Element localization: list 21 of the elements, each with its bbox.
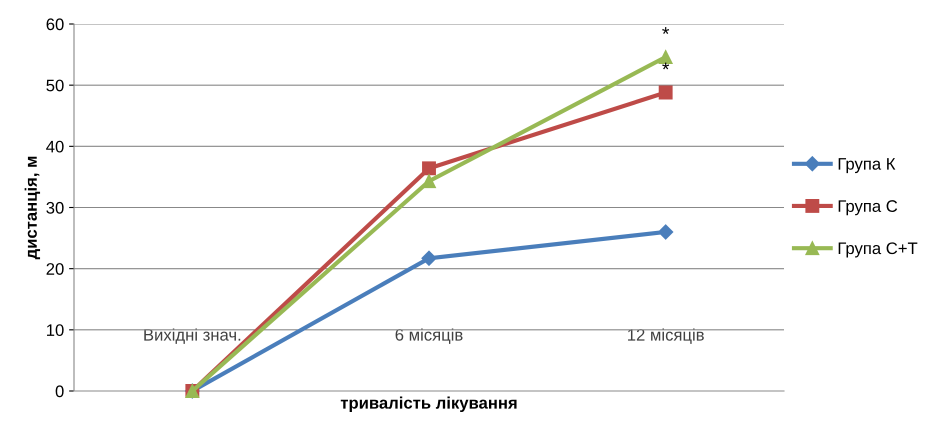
legend-label: Група К [838, 158, 896, 174]
point [422, 174, 436, 188]
y-tick-label: 0 [56, 385, 64, 398]
legend-label: Група С [838, 200, 898, 216]
x-axis-title: тривалість лікування [340, 396, 517, 412]
y-axis-title: дистанція, м [24, 156, 40, 260]
y-tick-label: 60 [46, 18, 64, 30]
point [658, 224, 674, 240]
y-tick-label: 30 [46, 202, 64, 214]
legend-label: Група С+Т [838, 242, 918, 258]
point [422, 161, 436, 176]
x-tick-label: Вихідні знач. [144, 328, 240, 344]
annotation: * [662, 62, 670, 70]
y-tick-label: 40 [46, 140, 64, 153]
point [658, 50, 673, 64]
point [658, 86, 673, 100]
annotation: * [662, 27, 670, 34]
y-tick-label: 10 [47, 324, 64, 336]
y-tick-label: 20 [46, 263, 64, 275]
y-tick-label: 50 [46, 80, 64, 92]
point [421, 250, 437, 266]
